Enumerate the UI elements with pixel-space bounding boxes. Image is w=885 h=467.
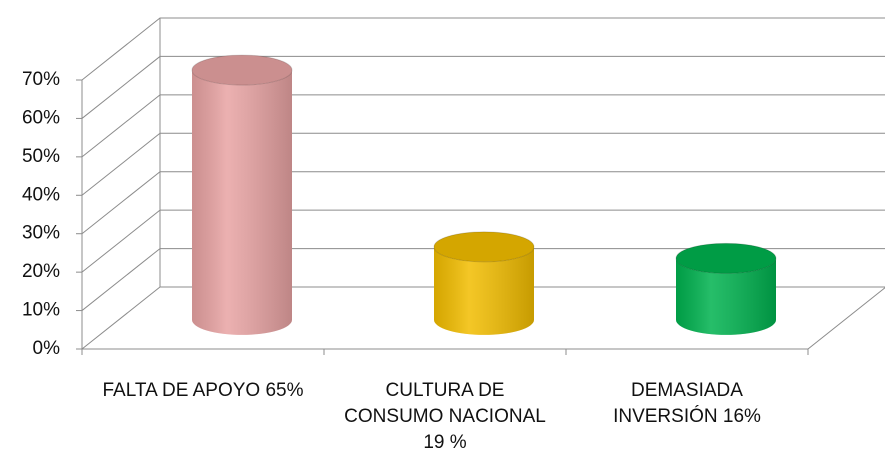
y-tick-label: 70% (22, 69, 60, 90)
bar-top-shade (434, 231, 534, 262)
y-tick-label: 20% (22, 261, 60, 282)
x-tick-label: FALTA DE APOYO 65% (102, 380, 304, 401)
y-tick-label: 30% (22, 223, 60, 244)
bar-top (675, 242, 777, 274)
bar-shade (192, 70, 292, 335)
y-tick-label: 60% (22, 107, 60, 128)
bar-top (433, 231, 535, 263)
bar-shade (676, 258, 776, 335)
y-tick-label: 40% (22, 184, 60, 205)
x-tick-label: DEMASIADA INVERSIÓN 16% (613, 380, 761, 427)
bar-shade (433, 246, 534, 335)
grid-line (81, 286, 885, 350)
grid-line (81, 209, 885, 273)
bar-top-shade (676, 243, 776, 274)
bar-top-shade (192, 55, 292, 86)
y-tick-label: 10% (22, 300, 60, 321)
grid-line (81, 94, 885, 158)
grid-line (81, 17, 885, 81)
bar-top (191, 54, 293, 86)
y-tick-label: 0% (33, 338, 61, 359)
x-tick-label: CULTURA DE CONSUMO NACIONAL 19 % (344, 380, 546, 453)
grid-line (81, 132, 885, 196)
grid-line (81, 248, 885, 311)
grid-line (81, 55, 885, 119)
y-tick-label: 50% (22, 146, 60, 167)
grid-line (81, 171, 885, 235)
